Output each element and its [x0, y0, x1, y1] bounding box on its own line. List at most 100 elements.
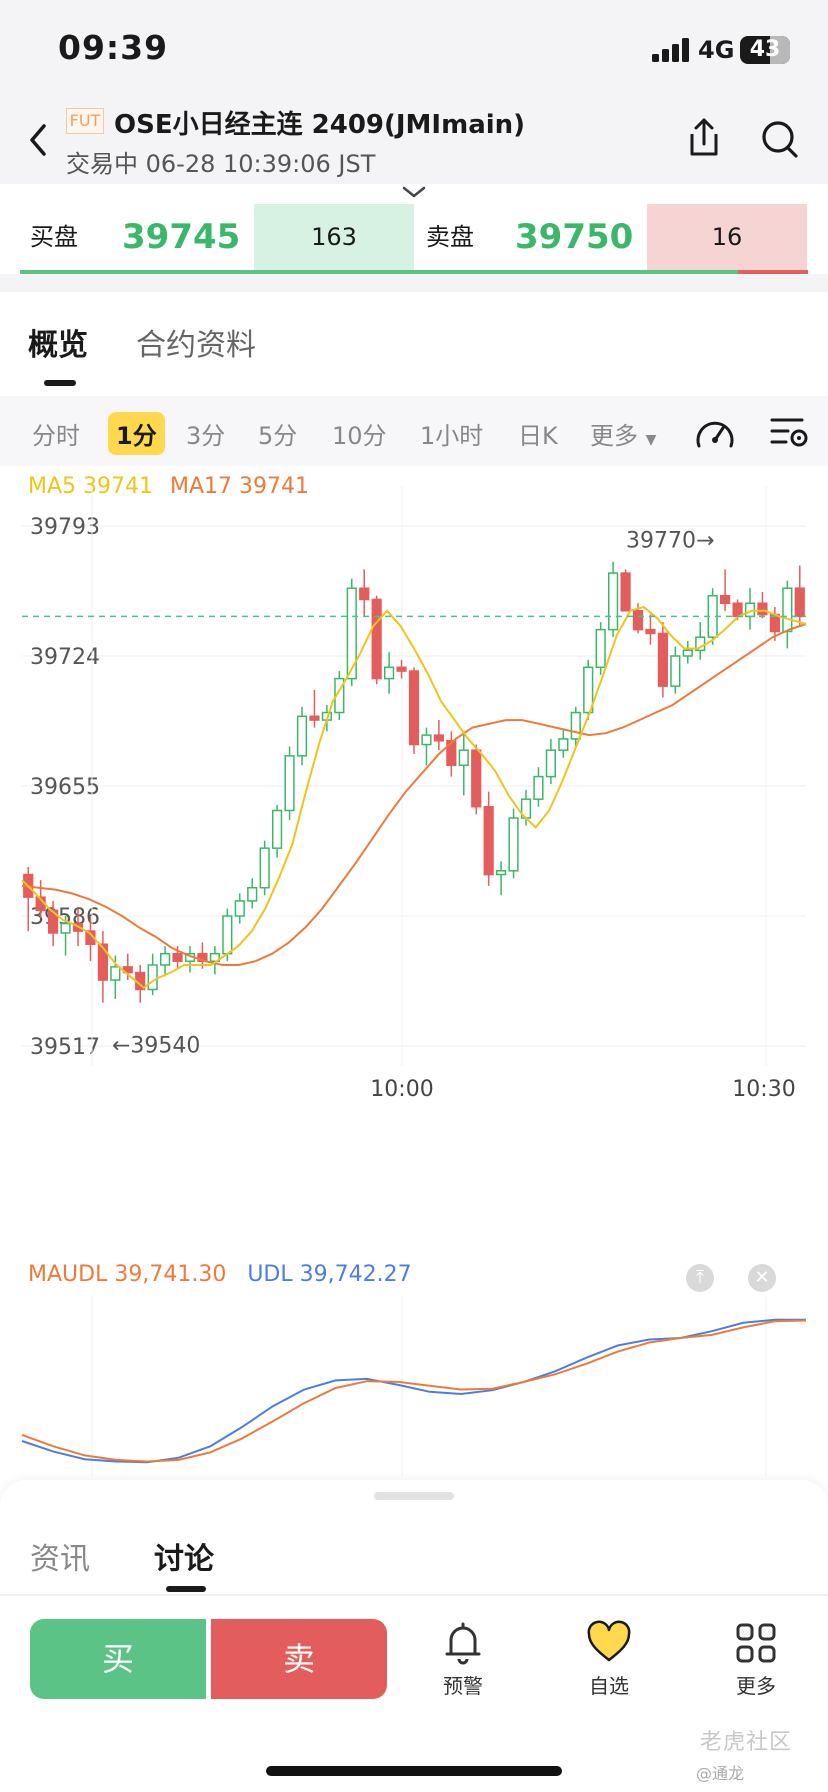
- candle-body: [533, 775, 544, 800]
- candle-body: [583, 666, 594, 714]
- indicator-pin-icon[interactable]: ⤒: [686, 1264, 714, 1292]
- candle: [695, 622, 706, 660]
- expand-chevron-icon[interactable]: [402, 184, 426, 200]
- sheet-drag-handle[interactable]: [374, 1492, 454, 1500]
- candle: [483, 791, 494, 886]
- candle: [782, 580, 793, 649]
- candle-body: [359, 587, 370, 601]
- search-icon[interactable]: [760, 118, 800, 160]
- chart-settings-icon[interactable]: [768, 414, 810, 450]
- candle: [160, 946, 171, 977]
- udl-legend: MAUDL 39,741.30 UDL 39,742.27: [28, 1262, 412, 1287]
- interval-1min[interactable]: 1分: [108, 412, 165, 455]
- candle: [645, 614, 656, 645]
- grid-icon: [736, 1623, 776, 1663]
- nav-watchlist[interactable]: 自选: [569, 1620, 649, 1699]
- candle: [97, 931, 108, 1003]
- candle-body: [570, 711, 581, 740]
- candle-body: [458, 749, 469, 767]
- tab-discussion[interactable]: 讨论: [154, 1542, 214, 1577]
- candle-body: [483, 805, 494, 876]
- candle-body: [309, 715, 320, 721]
- futures-badge: FUT: [66, 108, 104, 134]
- candle: [48, 900, 59, 947]
- ma5-line: [21, 605, 807, 989]
- udl-legend-value: 39,742.27: [299, 1262, 412, 1287]
- udl-indicator-plot[interactable]: [0, 1296, 828, 1476]
- share-icon[interactable]: [684, 116, 724, 160]
- sell-button[interactable]: 卖: [211, 1619, 387, 1699]
- candle: [359, 569, 370, 617]
- bid-label: 买盘: [30, 223, 78, 251]
- y-tick-label: 39655: [30, 775, 100, 800]
- interval-3min[interactable]: 3分: [186, 422, 226, 450]
- interval-5min[interactable]: 5分: [258, 422, 298, 450]
- candle-body: [160, 952, 171, 966]
- home-indicator: [266, 1766, 562, 1776]
- candle: [496, 861, 507, 896]
- indicator-close-icon[interactable]: ✕: [748, 1264, 776, 1292]
- tab-news[interactable]: 资讯: [30, 1542, 90, 1577]
- interval-timeshare[interactable]: 分时: [32, 422, 80, 450]
- order-book[interactable]: 买盘 39745 163 卖盘 39750 16: [20, 204, 808, 274]
- candle-body: [172, 952, 183, 962]
- buy-button[interactable]: 买: [30, 1619, 206, 1699]
- active-tab-indicator: [44, 380, 76, 386]
- candle: [533, 767, 544, 807]
- candle-body: [48, 909, 59, 934]
- candle: [682, 640, 693, 664]
- candle-body: [595, 628, 606, 669]
- maudl-line: [21, 1319, 807, 1463]
- interval-1hour[interactable]: 1小时: [420, 422, 484, 450]
- candle: [272, 804, 283, 858]
- interval-daily[interactable]: 日K: [518, 422, 558, 450]
- kline-chart[interactable]: MA5 39741 MA17 39741 39793 39724 39655 3958…: [0, 466, 828, 1486]
- x-tick-label: 10:30: [732, 1077, 795, 1102]
- candle: [408, 667, 420, 754]
- interval-10min[interactable]: 10分: [332, 422, 387, 450]
- maudl-legend-name: MAUDL: [28, 1262, 108, 1287]
- y-tick-label: 39793: [30, 515, 100, 540]
- candle: [595, 622, 606, 675]
- main-tabs: 概览 合约资料: [0, 292, 828, 388]
- candle: [657, 622, 668, 698]
- candle-body: [682, 649, 693, 657]
- interval-more[interactable]: 更多 ▼: [582, 412, 664, 455]
- udl-line: [21, 1318, 806, 1464]
- candle-body: [247, 886, 258, 902]
- candle-body: [446, 740, 457, 767]
- candle-body: [234, 900, 245, 917]
- candle-body: [670, 655, 681, 687]
- back-arrow-icon[interactable]: [24, 120, 54, 160]
- maudl-legend-value: 39,741.30: [114, 1262, 227, 1287]
- cellular-signal-icon: [652, 38, 689, 62]
- caret-down-icon: ▼: [645, 432, 657, 448]
- gauge-icon[interactable]: [694, 414, 736, 450]
- nav-watchlist-label: 自选: [589, 1674, 629, 1698]
- tab-overview[interactable]: 概览: [28, 328, 88, 363]
- udl-legend-name: UDL: [247, 1262, 293, 1287]
- tab-contract-info[interactable]: 合约资料: [136, 328, 256, 363]
- candle-body: [657, 632, 668, 687]
- candle-body: [757, 602, 768, 616]
- candle-body: [334, 677, 345, 714]
- nav-more[interactable]: 更多: [716, 1620, 796, 1699]
- nav-alert[interactable]: 预警: [423, 1620, 503, 1699]
- candle-body: [620, 572, 631, 612]
- candle-body: [396, 666, 407, 672]
- candle-body: [545, 749, 556, 778]
- ma17-line: [21, 623, 807, 966]
- bid-price: 39745: [122, 217, 241, 257]
- candle-body: [558, 738, 569, 751]
- candle-body: [496, 870, 507, 876]
- battery-icon: 43: [740, 36, 790, 64]
- candle: [60, 916, 71, 956]
- nav-alert-label: 预警: [443, 1674, 483, 1698]
- ask-label: 卖盘: [426, 223, 474, 251]
- candle-body: [97, 943, 108, 981]
- high-annotation: 39770→: [626, 528, 714, 553]
- candle: [458, 731, 469, 796]
- ask-depth-bar: [738, 270, 808, 274]
